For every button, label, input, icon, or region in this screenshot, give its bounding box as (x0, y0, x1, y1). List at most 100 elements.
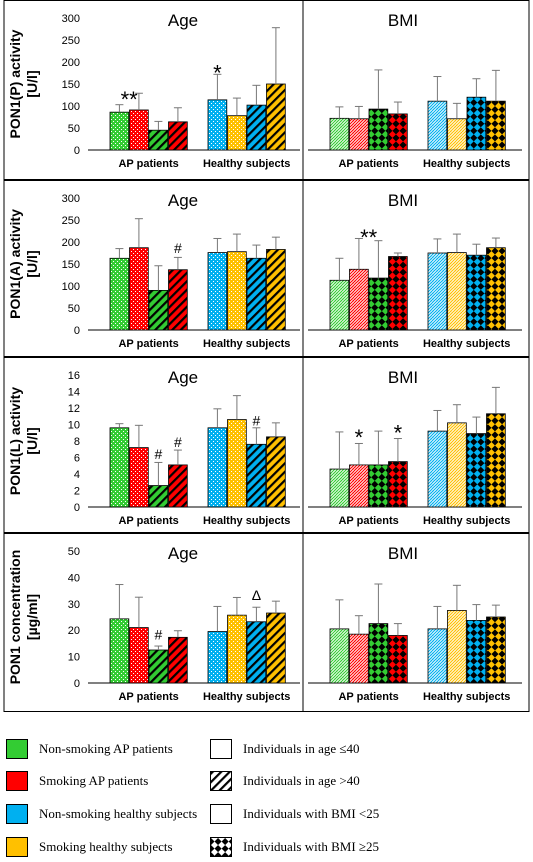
bar (109, 618, 130, 684)
bar (388, 256, 408, 331)
legend-swatch-orange (6, 837, 28, 857)
bar (388, 635, 408, 684)
y-tick-label: 100 (62, 281, 80, 293)
bar (486, 413, 506, 508)
bar (129, 247, 149, 331)
group-label: Healthy subjects (203, 691, 290, 703)
y-tick-label: 8 (74, 436, 80, 448)
bar (329, 628, 350, 684)
panel-title: Age (168, 11, 198, 30)
legend-item-bmi-ge25: Individuals with BMI ≥25 (210, 836, 379, 858)
legend-label: Smoking healthy subjects (39, 839, 173, 854)
group-label: Healthy subjects (203, 338, 290, 350)
y-tick-label: 150 (62, 259, 80, 271)
group-label: AP patients (118, 691, 178, 703)
bar (427, 100, 448, 151)
bar (227, 614, 247, 684)
panel-title: BMI (388, 368, 418, 387)
bar (266, 249, 286, 331)
legend-label: Individuals in age ≤40 (243, 741, 360, 756)
y-tick-label: 0 (74, 145, 80, 157)
y-tick-label: 50 (68, 303, 80, 315)
bar (266, 612, 286, 684)
legend-label: Smoking AP patients (39, 773, 149, 788)
panel-age: Age AP patients Healthy subjects # # # (88, 368, 300, 527)
y-tick-label: 10 (68, 652, 80, 664)
legend-label: Non-smoking AP patients (39, 741, 173, 756)
group-label: Healthy subjects (203, 515, 290, 527)
group-label: AP patients (118, 338, 178, 350)
bar (266, 436, 286, 508)
legend-item-nonsmoking-ap: Non-smoking AP patients (6, 738, 173, 760)
group-label: Healthy subjects (423, 338, 510, 350)
legend-swatch-checker (210, 837, 232, 857)
legend-item-bmi-lt25: Individuals with BMI <25 (210, 803, 379, 825)
y-axis-label: PON1(L) activity[U/l] (7, 387, 40, 495)
y-tick-label: 16 (68, 370, 80, 382)
legend-label: Individuals with BMI ≥25 (243, 839, 380, 854)
y-tick-label: 2 (74, 486, 80, 498)
bar (129, 627, 149, 684)
bar (349, 268, 369, 331)
legend: Non-smoking AP patients Smoking AP patie… (0, 724, 533, 862)
significance-marker: Δ (252, 587, 261, 603)
bar (447, 422, 467, 508)
bar (466, 96, 487, 151)
y-tick-label: 250 (62, 35, 80, 47)
significance-marker: # (155, 446, 163, 462)
legend-item-age-gt40: Individuals in age >40 (210, 770, 360, 792)
panel-frame (3, 180, 530, 357)
group-label: AP patients (338, 691, 398, 703)
bar (368, 623, 389, 684)
bar (388, 113, 408, 151)
bar (227, 419, 247, 508)
legend-swatch-red (6, 771, 28, 791)
bar (168, 269, 188, 331)
bar (246, 443, 267, 508)
legend-item-smoking-healthy: Smoking healthy subjects (6, 836, 173, 858)
bar (466, 620, 487, 684)
panel-bmi: BMI AP patients Healthy subjects (308, 544, 522, 703)
group-label: Healthy subjects (203, 158, 290, 170)
legend-item-age-le40: Individuals in age ≤40 (210, 738, 360, 760)
bar (349, 464, 369, 508)
bar (148, 289, 169, 331)
legend-item-smoking-ap: Smoking AP patients (6, 770, 148, 792)
bar (349, 118, 369, 151)
y-tick-label: 12 (68, 403, 80, 415)
legend-label: Individuals in age >40 (243, 773, 360, 788)
y-tick-label: 40 (68, 572, 80, 584)
chart-row-1: PON1(P) activity[U/l] 0 50 100 150 200 250 300 A… (3, 0, 530, 180)
panel-title: Age (168, 544, 198, 563)
legend-label: Non-smoking healthy subjects (39, 806, 198, 821)
chart-row-3: PON1(L) activity[U/l] 0 2 4 6 8 10 12 14 16 Age AP … (3, 357, 530, 533)
bar (368, 108, 389, 151)
bar (246, 257, 267, 331)
bar (129, 109, 149, 151)
significance-marker: ** (360, 225, 378, 250)
panel-frame (3, 357, 530, 533)
group-label: AP patients (118, 515, 178, 527)
significance-marker: # (174, 240, 182, 256)
bar (447, 252, 467, 331)
legend-item-nonsmoking-healthy: Non-smoking healthy subjects (6, 803, 197, 825)
bar (207, 252, 228, 331)
panel-bmi: BMI AP patients Healthy subjects ** (308, 191, 522, 350)
significance-marker: * (394, 421, 403, 446)
y-tick-label: 0 (74, 678, 80, 690)
bar (109, 257, 130, 331)
y-tick-label: 50 (68, 123, 80, 135)
bar (349, 633, 369, 684)
bar (427, 628, 448, 684)
legend-swatch-dots (210, 739, 232, 759)
legend-label: Individuals with BMI <25 (243, 806, 380, 821)
bar (466, 433, 487, 508)
bar (266, 83, 286, 151)
bar (148, 485, 169, 508)
bar (486, 616, 506, 684)
bar (368, 277, 389, 331)
y-axis-label: PON1 concentration[µg/ml] (7, 550, 40, 685)
legend-swatch-wave (210, 804, 232, 824)
y-tick-label: 4 (74, 469, 80, 481)
